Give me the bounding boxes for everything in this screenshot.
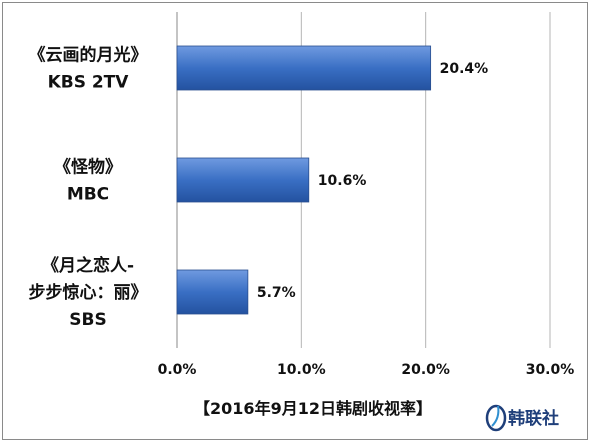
logo-text: 韩联社 xyxy=(508,408,559,429)
chart-title: 【2016年9月12日韩剧收视率】 xyxy=(194,399,432,418)
x-tick-label: 30.0% xyxy=(526,362,575,378)
category-label: 《怪物》 xyxy=(54,157,122,178)
bars xyxy=(176,45,432,315)
x-tick-label: 10.0% xyxy=(277,362,326,378)
bar xyxy=(176,45,432,91)
category-label: 步步惊心：丽》 xyxy=(29,282,148,303)
labels: 0.0% 10.0% 20.0% 30.0% 20.4% 《云画的月光》 KBS 2TV 10… xyxy=(29,45,575,379)
x-tick-label: 0.0% xyxy=(158,362,197,378)
category-label: 《云画的月光》 xyxy=(29,45,148,66)
data-label: 20.4% xyxy=(440,61,489,77)
category-label: MBC xyxy=(67,185,109,205)
logo-mark-icon xyxy=(485,404,507,432)
category-label: KBS 2TV xyxy=(48,73,130,93)
category-label: 《月之恋人- xyxy=(42,255,134,276)
data-label: 5.7% xyxy=(257,285,296,301)
chart-frame xyxy=(2,2,588,440)
data-label: 10.6% xyxy=(318,173,367,189)
category-label: SBS xyxy=(69,310,106,330)
logo: 韩联社 xyxy=(485,404,559,432)
bar xyxy=(176,157,310,203)
bar xyxy=(176,269,249,315)
x-tick-label: 20.0% xyxy=(401,362,450,378)
